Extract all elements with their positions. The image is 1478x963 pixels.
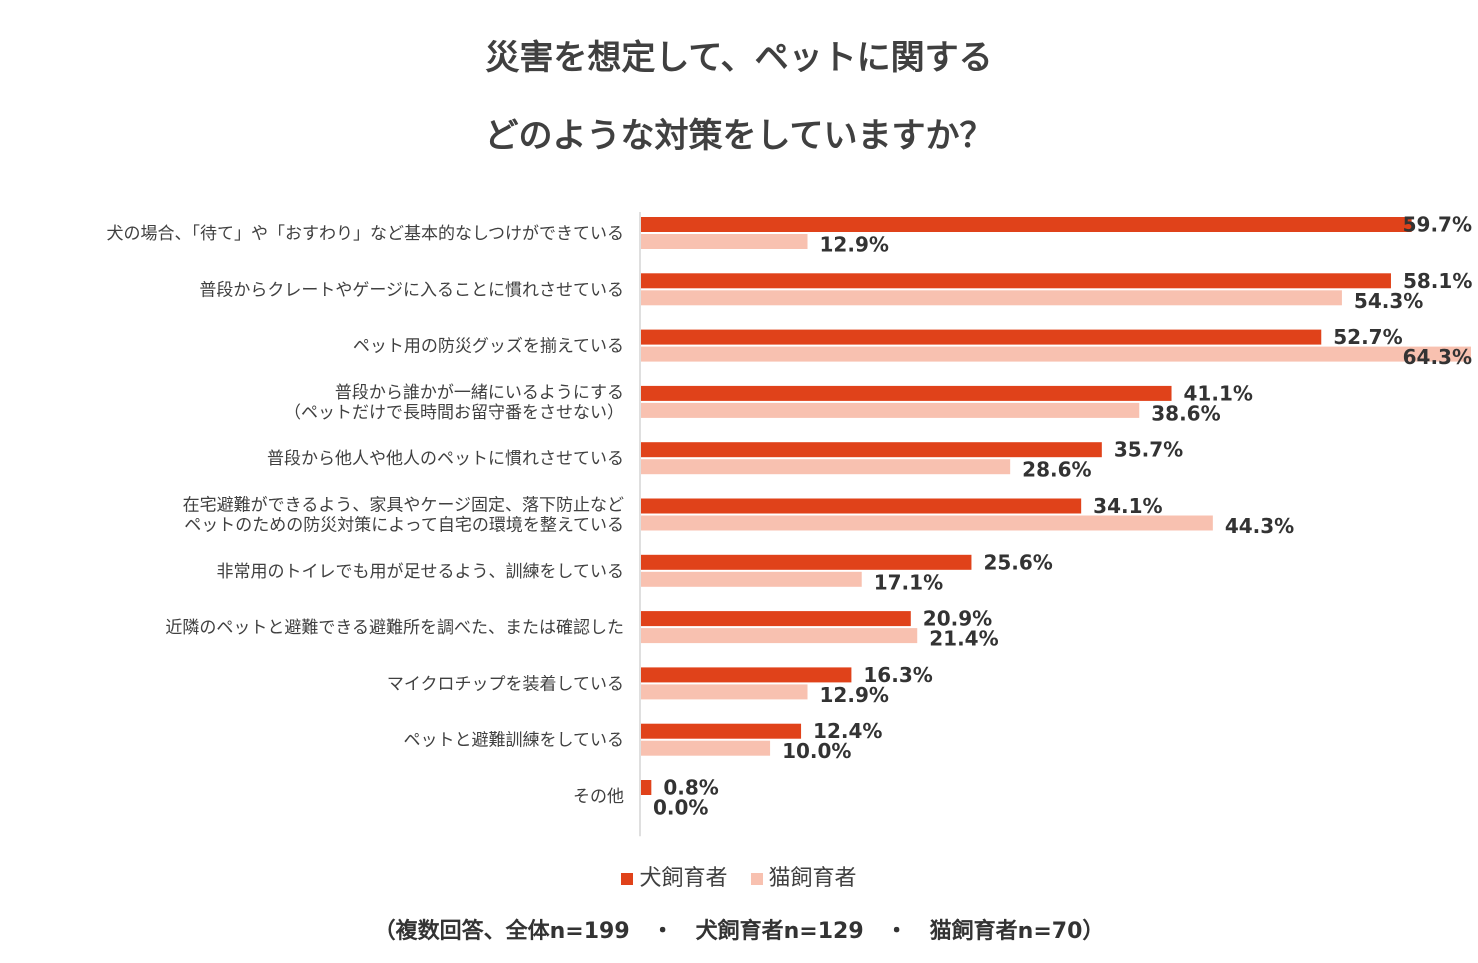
bar-dog (641, 667, 852, 683)
bar-cat (641, 515, 1213, 531)
legend: 犬飼育者 猫飼育者 (0, 860, 1478, 892)
sample-size-note: （複数回答、全体n=199 ・ 犬飼育者n=129 ・ 猫飼育者n=70） (373, 919, 1105, 944)
bar-dog (641, 723, 802, 739)
legend-item-dog: 犬飼育者 (621, 860, 728, 892)
value-label-cat: 17.1% (874, 570, 943, 594)
category-label: ペット用の防災グッズを揃えている (353, 337, 624, 357)
bar-cat (641, 740, 771, 756)
category-label-line: （ペットだけで長時間お留守番をさせない） (284, 403, 624, 423)
category-label-line: 近隣のペットと避難できる避難所を調べた、または確認した (165, 618, 624, 638)
value-label-cat: 21.4% (929, 627, 998, 651)
legend-swatch-cat (750, 873, 763, 885)
bar-cat (641, 571, 862, 587)
bar-dog (641, 385, 1172, 401)
category-label-line: その他 (573, 787, 624, 807)
bar-dog (641, 611, 911, 627)
value-label-cat: 12.9% (820, 233, 889, 257)
bar-dog (641, 442, 1102, 458)
value-label-dog: 34.1% (1093, 494, 1162, 518)
category-label: マイクロチップを装着している (387, 674, 624, 694)
bar-dog (641, 329, 1322, 345)
value-label-dog: 52.7% (1333, 325, 1402, 349)
category-label: 近隣のペットと避難できる避難所を調べた、または確認した (165, 618, 624, 638)
value-label-cat: 28.6% (1022, 458, 1091, 482)
value-label-dog: 59.7% (1403, 213, 1472, 237)
bar-cat (641, 290, 1342, 306)
category-label-line: 在宅避難ができるよう、家具やケージ固定、落下防止など (183, 496, 624, 516)
legend-swatch-dog (621, 873, 634, 885)
bar-cat (641, 684, 808, 700)
category-label: その他 (573, 787, 624, 807)
category-label: 普段から誰かが一緒にいるようにする（ペットだけで長時間お留守番をさせない） (284, 383, 624, 423)
bar-cat (641, 628, 918, 644)
category-label-line: マイクロチップを装着している (387, 674, 624, 694)
category-label: 在宅避難ができるよう、家具やケージ固定、落下防止などペットのための防災対策によっ… (183, 496, 624, 536)
bar-dog (641, 780, 652, 795)
category-label-line: 非常用のトイレでも用が足せるよう、訓練をしている (217, 562, 625, 582)
bar-dog (641, 554, 972, 570)
bar-cat (641, 346, 1471, 362)
chart-title-line2: どのような対策をしていますか？ (484, 116, 994, 156)
legend-item-cat: 猫飼育者 (750, 860, 857, 892)
category-label-line: ペット用の防災グッズを揃えている (353, 337, 624, 357)
category-label-line: 普段から他人や他人のペットに慣れさせている (267, 449, 624, 469)
category-label: 普段から他人や他人のペットに慣れさせている (267, 449, 624, 469)
value-label-cat: 54.3% (1354, 289, 1423, 313)
category-label: 犬の場合、「待て」や「おすわり」など基本的なしつけができている (107, 224, 624, 244)
value-label-dog: 35.7% (1114, 438, 1183, 462)
category-label: 非常用のトイレでも用が足せるよう、訓練をしている (217, 562, 625, 582)
value-label-dog: 0.8% (663, 776, 718, 800)
category-label-line: 普段からクレートやゲージに入ることに慣れさせている (199, 280, 624, 300)
value-label-dog: 25.6% (983, 550, 1052, 574)
bar-dog (641, 217, 1412, 232)
value-label-dog: 12.4% (813, 719, 882, 743)
bar-dog (641, 498, 1082, 514)
category-label-line: ペットのための防災対策によって自宅の環境を整えている (184, 516, 624, 536)
value-label-cat: 64.3% (1403, 345, 1472, 369)
value-label-dog: 41.1% (1184, 381, 1253, 405)
bar-dog (641, 273, 1391, 289)
category-label-line: 犬の場合、「待て」や「おすわり」など基本的なしつけができている (107, 224, 624, 244)
value-label-dog: 16.3% (863, 663, 932, 687)
legend-label-dog: 犬飼育者 (639, 866, 728, 891)
category-label: 普段からクレートやゲージに入ることに慣れさせている (199, 280, 624, 300)
bar-cat (641, 459, 1011, 475)
value-label-dog: 58.1% (1403, 269, 1472, 293)
value-label-cat: 0.0% (653, 796, 708, 820)
bar-cat (641, 402, 1140, 418)
chart-title-line1: 災害を想定して、ペットに関する (485, 38, 993, 78)
legend-label-cat: 猫飼育者 (768, 866, 857, 891)
value-label-cat: 10.0% (782, 739, 851, 763)
value-label-cat: 44.3% (1225, 514, 1294, 538)
category-label: ペットと避難訓練をしている (404, 731, 625, 751)
value-label-dog: 20.9% (923, 607, 992, 631)
category-label-line: 普段から誰かが一緒にいるようにする (335, 383, 624, 403)
value-label-cat: 12.9% (820, 683, 889, 707)
bar-cat (641, 234, 808, 249)
value-label-cat: 38.6% (1151, 401, 1220, 425)
category-label-line: ペットと避難訓練をしている (404, 731, 625, 751)
